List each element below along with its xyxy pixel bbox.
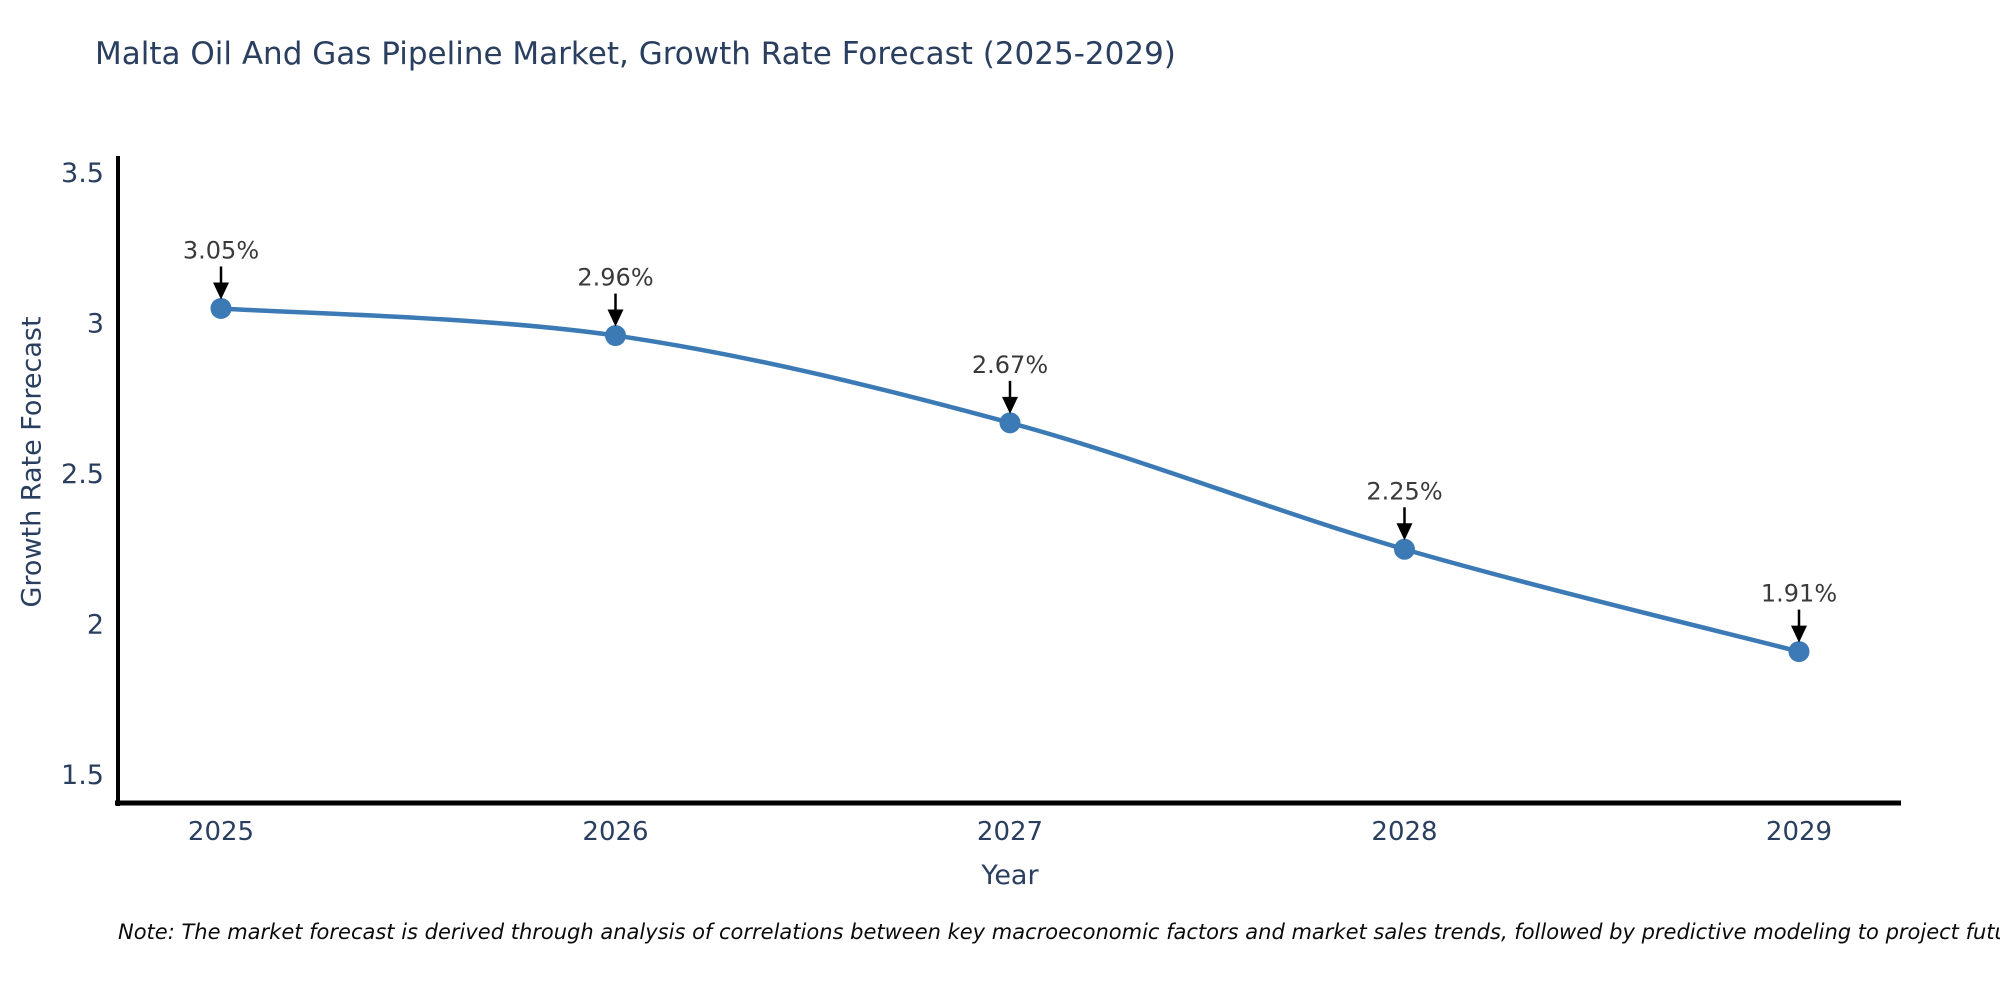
y-tick-label: 3.5 [61, 158, 104, 189]
x-tick-label: 2028 [1371, 817, 1437, 847]
annotation-arrowhead [213, 282, 229, 300]
x-axis-label: Year [981, 860, 1039, 891]
y-tick-label: 2.5 [61, 459, 104, 490]
footnote: Note: The market forecast is derived thr… [118, 920, 2000, 944]
point-value-label: 2.96% [577, 264, 653, 292]
point-value-label: 1.91% [1761, 580, 1837, 608]
chart-title: Malta Oil And Gas Pipeline Market, Growt… [95, 36, 1176, 72]
x-tick-label: 2029 [1766, 817, 1832, 847]
data-point-marker [1394, 538, 1415, 560]
data-point-marker [605, 325, 626, 347]
data-point-marker [210, 297, 232, 319]
y-tick-label: 3 [87, 309, 104, 340]
data-point-marker [1788, 641, 1810, 663]
y-tick-label: 2 [87, 610, 104, 641]
annotation-arrowhead [1002, 396, 1018, 414]
point-value-label: 2.25% [1366, 477, 1442, 505]
annotation-arrowhead [1791, 625, 1807, 643]
x-tick-label: 2027 [977, 817, 1043, 847]
x-tick-label: 2026 [582, 817, 648, 847]
point-value-label: 2.67% [972, 351, 1048, 379]
x-tick-label: 2025 [188, 817, 254, 847]
data-point-marker [999, 412, 1021, 434]
point-value-label: 3.05% [183, 236, 259, 264]
annotation-arrowhead [607, 309, 624, 327]
annotation-arrowhead [1396, 523, 1413, 541]
y-tick-label: 1.5 [61, 760, 104, 791]
